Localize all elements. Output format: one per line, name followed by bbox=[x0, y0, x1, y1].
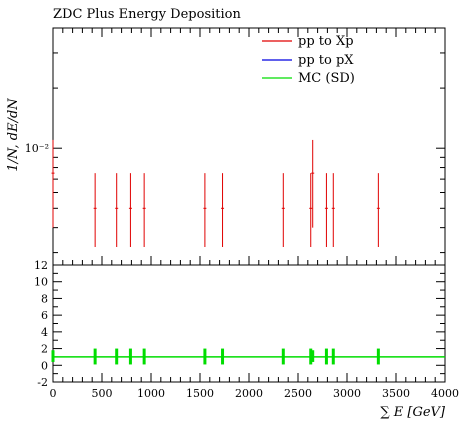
ratio-y-tick-label: -2 bbox=[37, 376, 48, 389]
ratio-error-box bbox=[331, 348, 335, 365]
ratio-error-box bbox=[51, 350, 55, 362]
x-tick-label: 1500 bbox=[186, 387, 214, 400]
legend: pp to Xp pp to pX MC (SD) bbox=[262, 34, 355, 86]
x-tick-label: 1000 bbox=[137, 387, 165, 400]
ratio-error-box bbox=[281, 348, 285, 365]
ratio-y-tick-label: 10 bbox=[34, 276, 48, 289]
legend-label-pp-to-xp: pp to Xp bbox=[298, 34, 354, 49]
ratio-error-box bbox=[311, 350, 315, 362]
ratio-y-tick-label: 0 bbox=[41, 359, 48, 372]
ratio-plot-frame bbox=[52, 264, 446, 383]
ratio-y-tick-label: 8 bbox=[41, 292, 48, 305]
x-tick-label: 3500 bbox=[382, 387, 410, 400]
ratio-error-box bbox=[309, 348, 313, 365]
ratio-y-tick-label: 2 bbox=[41, 343, 48, 356]
x-tick-label: 500 bbox=[92, 387, 113, 400]
x-tick-label: 2500 bbox=[284, 387, 312, 400]
x-tick-label: 2000 bbox=[235, 387, 263, 400]
ratio-error-box bbox=[142, 348, 146, 365]
main-plot-frame bbox=[52, 27, 446, 266]
ratio-y-ticks: -2 0 2 4 6 8 10 12 bbox=[34, 259, 445, 389]
ratio-y-tick-label: 6 bbox=[41, 309, 48, 322]
ratio-error-box bbox=[128, 348, 132, 365]
x-tick-label: 4000 bbox=[431, 387, 459, 400]
ratio-x-ticks: 0 500 1000 1500 2000 2500 3000 3500 4000 bbox=[50, 373, 459, 400]
x-tick-label: 3000 bbox=[333, 387, 361, 400]
ratio-error-box bbox=[221, 348, 225, 365]
ratio-error-box bbox=[93, 348, 97, 365]
chart-title: ZDC Plus Energy Deposition bbox=[53, 7, 241, 22]
y-axis-label: 1/N, dE/dN bbox=[6, 98, 21, 172]
ratio-y-tick-label: 4 bbox=[41, 326, 48, 339]
ratio-error-bars bbox=[51, 348, 445, 365]
main-y-ticks: 10⁻² bbox=[25, 52, 445, 254]
x-tick-label: 0 bbox=[50, 387, 57, 400]
ratio-error-box bbox=[376, 348, 380, 365]
ratio-error-box bbox=[203, 348, 207, 365]
main-x-ticks bbox=[52, 28, 446, 265]
legend-label-pp-to-px: pp to pX bbox=[298, 53, 354, 68]
ratio-y-tick-label: 12 bbox=[34, 259, 48, 272]
legend-label-mc-sd: MC (SD) bbox=[298, 71, 355, 86]
ratio-error-box bbox=[115, 348, 119, 365]
y-tick-label: 10⁻² bbox=[25, 142, 49, 155]
x-axis-label: ∑ E [GeV] bbox=[380, 405, 446, 420]
main-data-points bbox=[51, 139, 380, 247]
ratio-error-box bbox=[324, 348, 328, 365]
